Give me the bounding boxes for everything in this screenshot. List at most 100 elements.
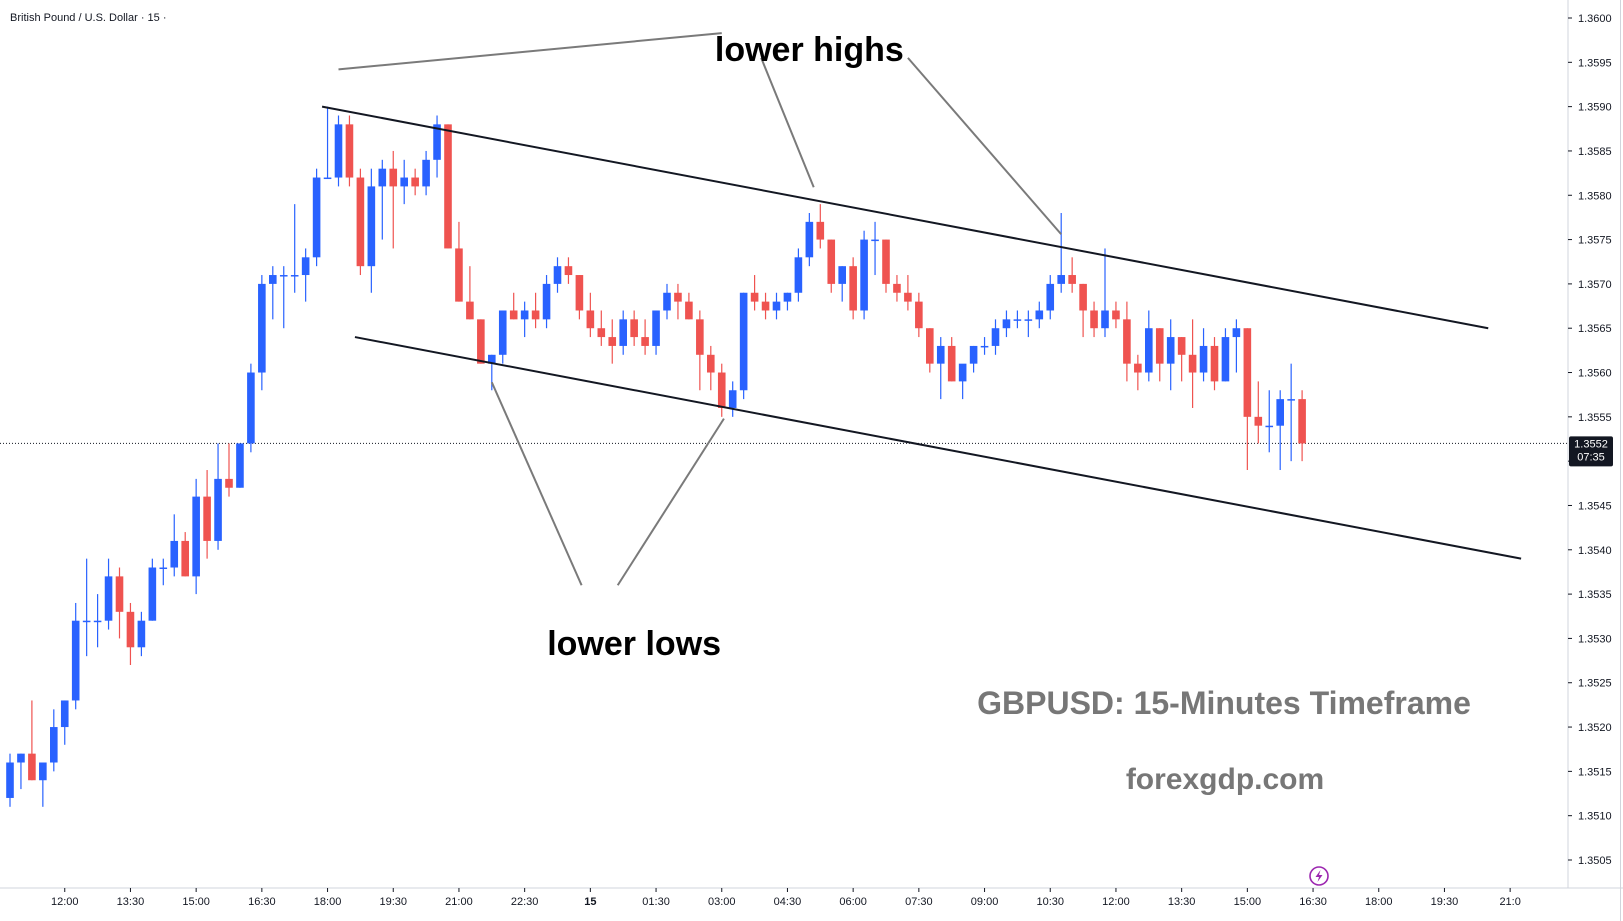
candle xyxy=(608,319,617,364)
candle xyxy=(674,283,682,320)
candle-body xyxy=(367,186,376,267)
candle xyxy=(717,363,726,417)
candle-body xyxy=(39,762,47,781)
lightning-icon-bolt xyxy=(1315,870,1323,882)
x-tick-label: 21:0 xyxy=(1499,896,1520,908)
lower-channel-line xyxy=(354,336,1522,560)
time-axis[interactable]: 12:00 13:30 15:00 16:30 18:00 19:30 21:00 22:30… xyxy=(51,888,1521,908)
candle xyxy=(433,115,441,178)
candle-body xyxy=(1155,328,1164,364)
candle-body xyxy=(1265,425,1274,428)
x-tick-label: 15:00 xyxy=(1234,896,1262,908)
candle xyxy=(575,275,584,320)
candle-body xyxy=(608,337,617,346)
candle-body xyxy=(663,292,671,311)
candle xyxy=(871,221,879,276)
lightning-icon[interactable] xyxy=(1309,866,1329,886)
candle xyxy=(170,514,179,577)
candle-body xyxy=(1243,328,1252,417)
candle-body xyxy=(17,753,25,763)
candle xyxy=(1221,328,1230,382)
candle xyxy=(181,532,189,577)
candle xyxy=(827,239,836,293)
candle xyxy=(860,230,868,320)
candle xyxy=(17,753,25,790)
candle xyxy=(1134,354,1142,391)
candle xyxy=(838,266,846,302)
x-tick-label: 21:00 xyxy=(445,896,473,908)
candle-body xyxy=(279,275,288,277)
watermark-site: forexgdp.com xyxy=(1126,763,1324,796)
candle xyxy=(1090,301,1098,338)
candle-body xyxy=(761,301,770,311)
candle-body xyxy=(433,124,441,160)
candle-body xyxy=(882,239,890,284)
y-tick-label: 1.3545 xyxy=(1578,500,1612,512)
candle-body xyxy=(1287,399,1295,401)
candle-body xyxy=(225,478,233,488)
trendlines xyxy=(321,105,1522,560)
symbol-label: British Pound / U.S. Dollar · 15 · xyxy=(10,12,167,24)
y-tick-label: 1.3535 xyxy=(1578,589,1612,601)
y-tick-label: 1.3560 xyxy=(1578,368,1612,380)
candle xyxy=(1276,390,1284,471)
candle xyxy=(1057,212,1065,293)
candle-body xyxy=(1188,354,1197,373)
candle xyxy=(728,381,737,417)
candle xyxy=(82,558,91,657)
y-tick-label: 1.3585 xyxy=(1578,146,1612,158)
candle xyxy=(203,470,211,559)
candle xyxy=(400,159,408,205)
watermark-title: GBPUSD: 15-Minutes Timeframe xyxy=(977,685,1471,721)
candle xyxy=(893,275,901,302)
candle-body xyxy=(28,753,36,781)
candle-body xyxy=(531,310,540,320)
candle xyxy=(159,558,168,586)
x-tick-label: 22:30 xyxy=(511,896,539,908)
y-tick-label: 1.3515 xyxy=(1578,766,1612,778)
candle-body xyxy=(334,124,343,178)
y-tick-label: 1.3580 xyxy=(1578,190,1612,202)
lower-highs-label: lower highs xyxy=(715,31,904,69)
candle-body xyxy=(159,567,168,570)
candle-body xyxy=(258,283,266,373)
candle xyxy=(1287,363,1295,462)
candle-body xyxy=(1002,319,1011,329)
y-tick-label: 1.3540 xyxy=(1578,545,1612,557)
candle xyxy=(904,275,912,311)
candle xyxy=(936,337,945,400)
candle xyxy=(225,443,233,497)
candle-body xyxy=(958,363,967,382)
y-tick-label: 1.3555 xyxy=(1578,412,1612,424)
candle xyxy=(422,150,430,196)
candle xyxy=(564,257,573,284)
candle xyxy=(1013,310,1022,329)
candle xyxy=(597,310,606,346)
candle-body xyxy=(696,319,704,355)
candle-body xyxy=(1221,337,1230,382)
candle-body xyxy=(674,292,682,302)
candle-body xyxy=(115,576,124,612)
candle xyxy=(334,115,343,187)
y-tick-label: 1.3505 xyxy=(1578,855,1612,867)
candle-body xyxy=(553,266,562,284)
candle-body xyxy=(1112,310,1120,320)
candle xyxy=(6,753,14,807)
x-tick-label: 12:00 xyxy=(1102,896,1130,908)
candle-body xyxy=(520,310,529,320)
candle-body xyxy=(772,301,781,311)
candle xyxy=(389,150,398,249)
candle-body xyxy=(477,319,485,364)
candle xyxy=(520,301,529,338)
y-tick-label: 1.3595 xyxy=(1578,57,1612,69)
candle xyxy=(926,328,934,373)
candle-body xyxy=(915,301,923,329)
pointer-low-2 xyxy=(616,418,725,586)
candle-body xyxy=(488,354,496,364)
y-tick-label: 1.3590 xyxy=(1578,102,1612,114)
candle xyxy=(509,292,518,320)
price-axis[interactable]: 1.3505 1.3510 1.3515 1.3520 1.3525 1.3530 1.35… xyxy=(1568,13,1612,867)
candle-body xyxy=(936,345,945,364)
